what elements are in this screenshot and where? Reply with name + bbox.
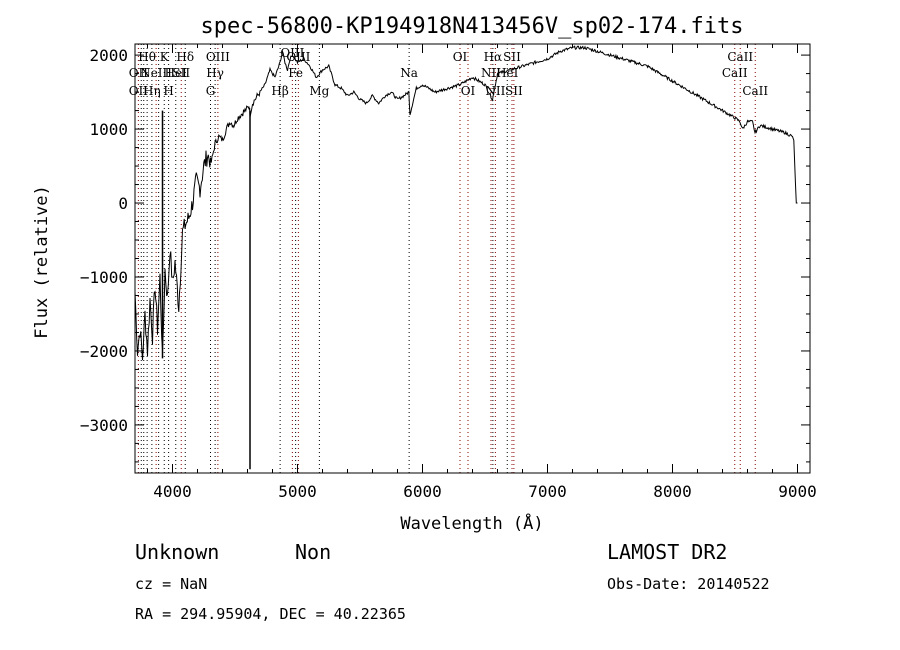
spectrum-line	[134, 45, 798, 361]
line-label: Hδ	[176, 50, 194, 64]
line-label: Mg	[309, 84, 329, 98]
line-label: Hθ	[138, 50, 156, 64]
x-tick-label: 7000	[528, 482, 567, 501]
line-label: NII	[481, 66, 501, 80]
line-label: G	[206, 84, 216, 98]
line-label: Hα	[484, 50, 503, 64]
y-tick-label: −3000	[80, 416, 128, 435]
x-tick-label: 9000	[778, 482, 817, 501]
x-axis-label: Wavelength (Å)	[400, 512, 543, 534]
survey-name: LAMOST DR2	[607, 540, 727, 564]
line-label: Hβ	[271, 84, 288, 98]
line-label: OI	[453, 50, 468, 64]
line-label: K	[160, 50, 170, 64]
x-tick-label: 4000	[153, 482, 192, 501]
line-label: H	[163, 84, 173, 98]
y-tick-label: 0	[118, 194, 128, 213]
y-tick-label: 2000	[89, 46, 128, 65]
line-label: OII	[129, 66, 149, 80]
line-label: Fe	[288, 66, 303, 80]
line-label: HeI	[496, 66, 519, 80]
line-label: SII	[172, 66, 190, 80]
line-label: SII	[503, 50, 521, 64]
y-tick-label: 1000	[89, 120, 128, 139]
y-tick-label: −2000	[80, 342, 128, 361]
line-label: SII	[505, 84, 523, 98]
object-subclass: Non	[295, 540, 331, 564]
line-label: CaII	[742, 84, 768, 98]
line-label: OII	[129, 84, 149, 98]
line-label: OI	[461, 84, 476, 98]
spectral-line-markers	[137, 44, 756, 473]
chart-title: spec-56800-KP194918N413456V_sp02-174.fit…	[200, 14, 743, 39]
line-label: CaII	[727, 50, 753, 64]
spectral-line-labels: OIIOIIHθHηNeIIIKHHeISIIHδGHγOIIIHβOIIIFe…	[129, 46, 769, 98]
line-label: NeIII	[140, 66, 172, 80]
y-tick-label: −1000	[80, 268, 128, 287]
line-label: HeI	[165, 66, 188, 80]
line-label: Hγ	[206, 66, 224, 80]
plot-frame	[134, 43, 811, 474]
line-label: OIII	[286, 50, 310, 64]
line-label: OIII	[280, 46, 304, 60]
y-axis-label: Flux (relative)	[32, 185, 52, 339]
line-label: Hη	[143, 84, 161, 98]
x-tick-label: 8000	[653, 482, 692, 501]
line-label: Na	[400, 66, 418, 80]
x-tick-label: 6000	[403, 482, 442, 501]
line-label: OIII	[206, 50, 230, 64]
ra-dec-coordinates: RA = 294.95904, DEC = 40.22365	[135, 605, 406, 623]
observation-date: Obs-Date: 20140522	[607, 575, 770, 593]
y-axis-ticks: −3000 −2000 −1000 0 1000 2000	[80, 46, 810, 463]
x-axis-ticks: 4000 5000 6000 7000 8000 9000	[147, 44, 817, 501]
line-label: CaII	[722, 66, 748, 80]
object-class: Unknown	[135, 540, 219, 564]
redshift-cz: cz = NaN	[135, 575, 207, 593]
spectrum-series	[134, 45, 798, 470]
line-label: NII	[485, 84, 505, 98]
x-tick-label: 5000	[278, 482, 317, 501]
